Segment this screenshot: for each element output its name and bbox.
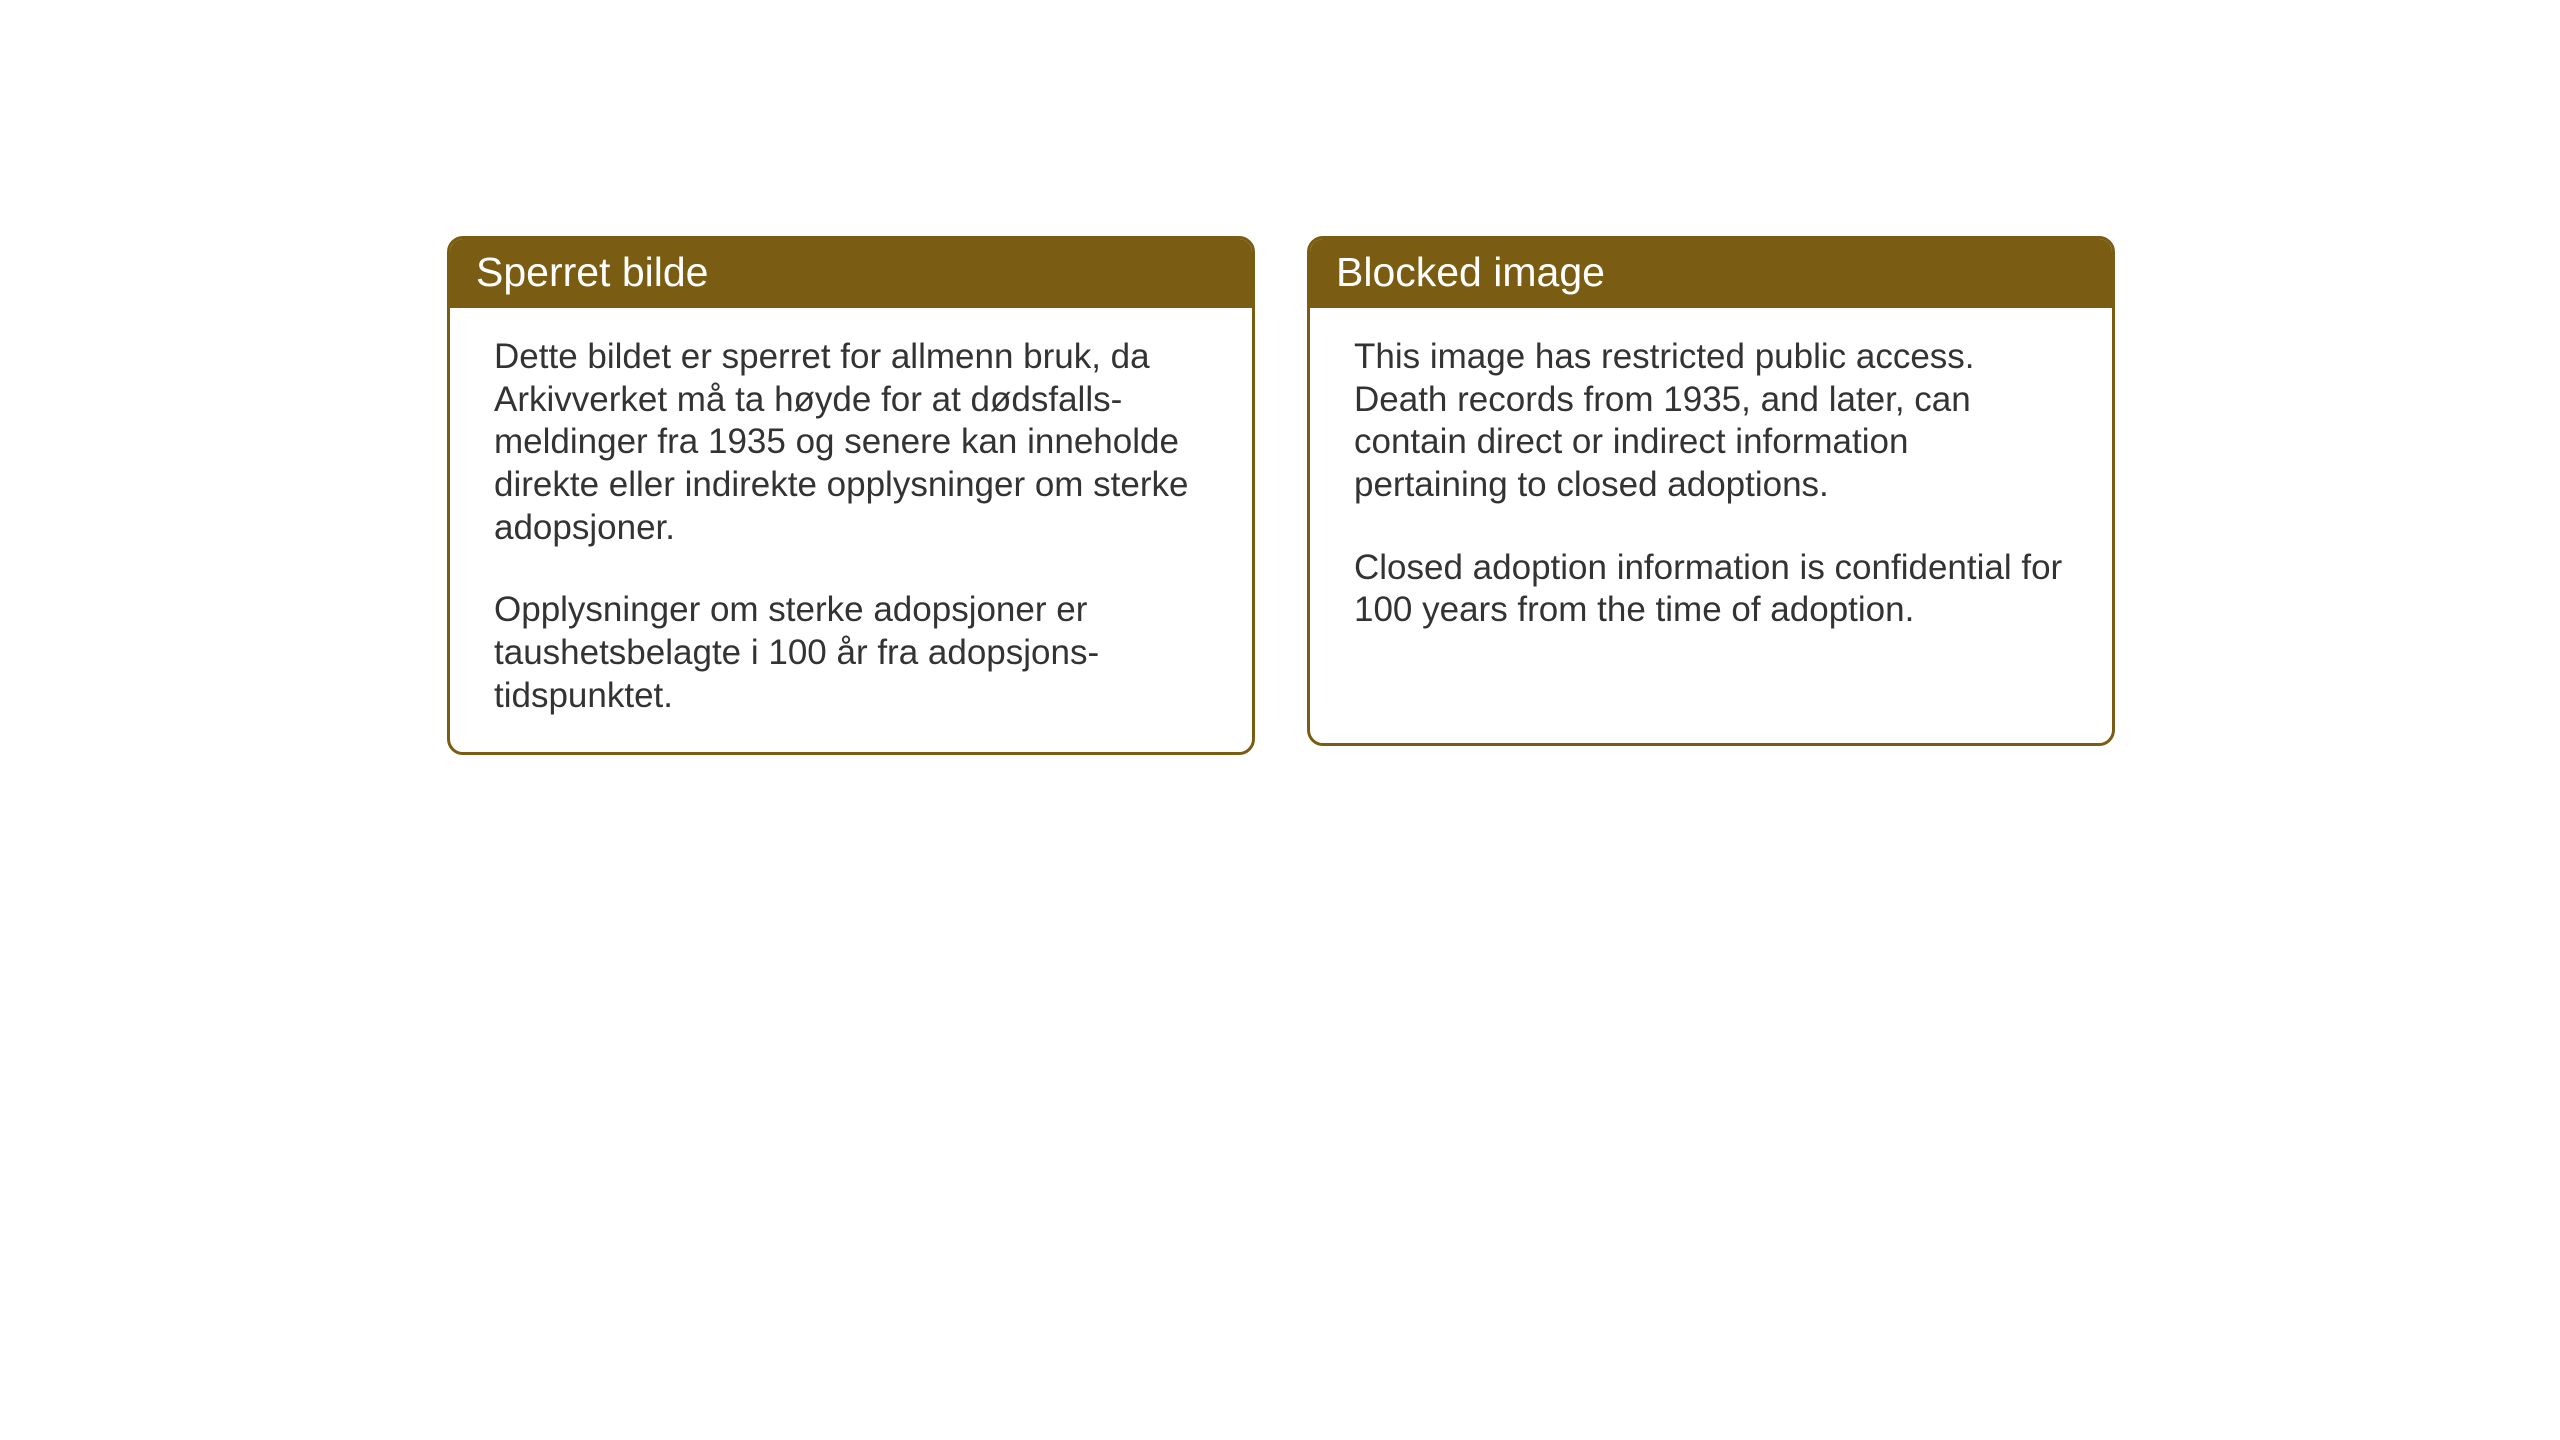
- card-paragraph-1-norwegian: Dette bildet er sperret for allmenn bruk…: [494, 336, 1208, 549]
- card-header-norwegian: Sperret bilde: [450, 239, 1252, 308]
- card-title-norwegian: Sperret bilde: [476, 249, 708, 295]
- card-paragraph-2-english: Closed adoption information is confident…: [1354, 547, 2068, 632]
- card-paragraph-2-norwegian: Opplysninger om sterke adopsjoner er tau…: [494, 589, 1208, 717]
- card-paragraph-1-english: This image has restricted public access.…: [1354, 336, 2068, 507]
- card-header-english: Blocked image: [1310, 239, 2112, 308]
- cards-container: Sperret bilde Dette bildet er sperret fo…: [447, 236, 2115, 755]
- card-body-english: This image has restricted public access.…: [1310, 308, 2112, 666]
- card-english: Blocked image This image has restricted …: [1307, 236, 2115, 746]
- card-title-english: Blocked image: [1336, 249, 1605, 295]
- card-norwegian: Sperret bilde Dette bildet er sperret fo…: [447, 236, 1255, 755]
- card-body-norwegian: Dette bildet er sperret for allmenn bruk…: [450, 308, 1252, 752]
